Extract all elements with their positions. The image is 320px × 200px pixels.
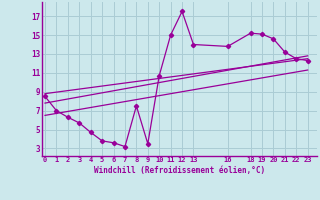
X-axis label: Windchill (Refroidissement éolien,°C): Windchill (Refroidissement éolien,°C) bbox=[94, 166, 265, 175]
